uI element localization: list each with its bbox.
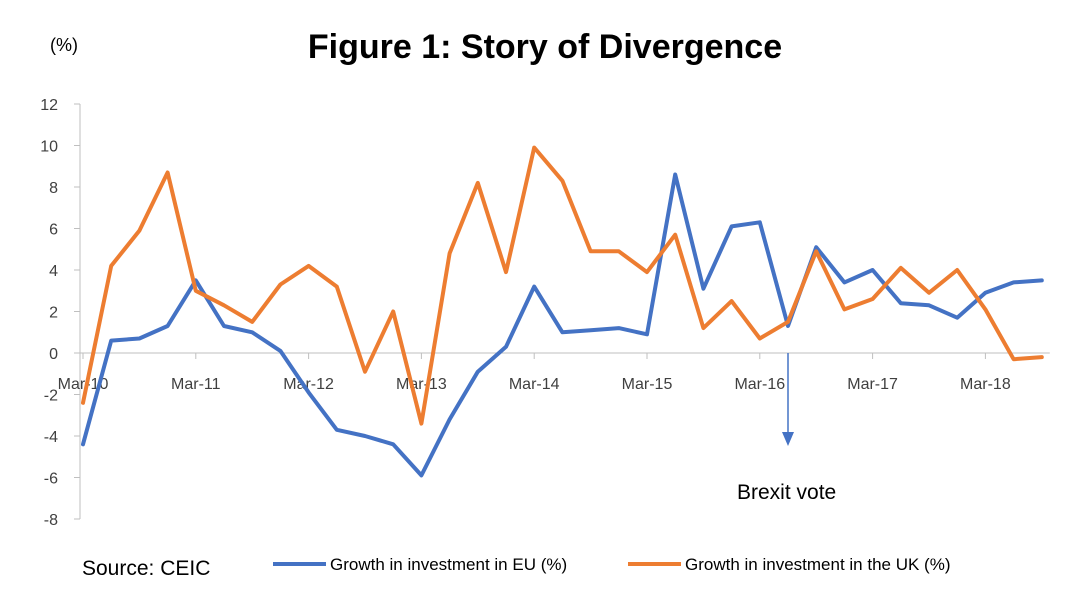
x-axis: Mar-10 Mar-11 Mar-12 Mar-13 Mar-14 Mar-15 Mar-… xyxy=(58,352,1050,393)
y-tick-label: 8 xyxy=(49,180,58,197)
annotation-layer: Brexit vote xyxy=(737,353,836,504)
x-tick-label: Mar-11 xyxy=(171,376,221,393)
legend-label: Growth in investment in EU (%) xyxy=(330,555,567,574)
y-tick-label: 6 xyxy=(49,222,58,239)
chart-title: Figure 1: Story of Divergence xyxy=(308,28,782,66)
y-axis: -8 -6 -4 -2 0 2 4 6 8 10 12 xyxy=(40,97,81,529)
x-tick-label: Mar-12 xyxy=(283,376,334,393)
legend-label: Growth in investment in the UK (%) xyxy=(685,555,950,574)
annotation-label: Brexit vote xyxy=(737,481,836,504)
x-tick-label: Mar-17 xyxy=(847,376,898,393)
x-tick-label: Mar-10 xyxy=(58,376,109,393)
y-tick-label: -2 xyxy=(44,388,58,405)
y-tick-label: -8 xyxy=(44,512,58,529)
y-tick-label: -4 xyxy=(44,429,58,446)
x-tick-label: Mar-16 xyxy=(734,376,785,393)
y-unit-label: (%) xyxy=(50,35,78,55)
y-tick-label: 0 xyxy=(49,346,58,363)
y-tick-label: 10 xyxy=(40,139,58,156)
series-line-eu xyxy=(81,172,1044,478)
x-tick-label: Mar-15 xyxy=(622,376,673,393)
x-tick-label: Mar-18 xyxy=(960,376,1011,393)
series-line-uk xyxy=(81,145,1044,426)
y-tick-label: 12 xyxy=(40,97,58,114)
y-tick-label: -6 xyxy=(44,471,58,488)
y-tick-label: 2 xyxy=(49,305,58,322)
y-tick-label: 4 xyxy=(49,263,58,280)
legend: Growth in investment in EU (%) Growth in … xyxy=(273,555,950,574)
source-note: Source: CEIC xyxy=(82,557,210,580)
x-tick-label: Mar-13 xyxy=(396,376,447,393)
series-layer xyxy=(81,145,1044,478)
x-tick-label: Mar-14 xyxy=(509,376,560,393)
brexit-arrow-head xyxy=(782,432,794,446)
